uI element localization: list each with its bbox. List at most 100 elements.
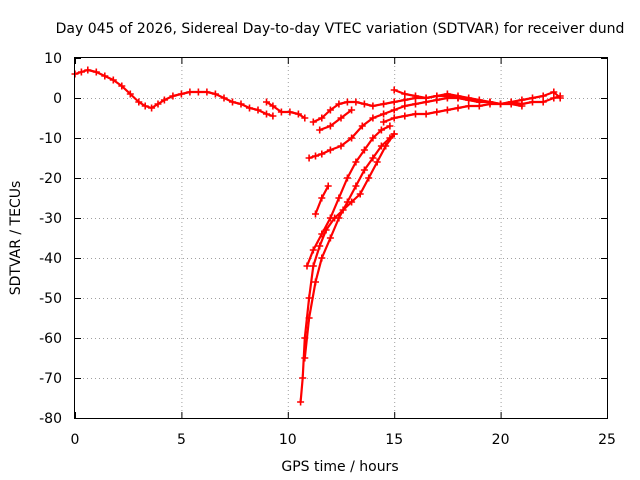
data-point: [160, 96, 168, 104]
data-point: [401, 102, 409, 110]
series: [380, 88, 564, 126]
y-tick-label: -30: [39, 211, 62, 227]
y-axis-label: SDTVAR / TECUs: [8, 181, 24, 296]
data-point: [237, 100, 245, 108]
data-point: [135, 98, 143, 106]
data-point: [380, 118, 388, 126]
data-point: [194, 88, 202, 96]
data-point: [326, 234, 334, 242]
series: [390, 86, 564, 108]
series: [263, 98, 309, 122]
x-tick-label: 20: [492, 432, 510, 448]
data-point: [169, 92, 177, 100]
data-point: [326, 106, 334, 114]
data-point: [309, 246, 317, 254]
data-point: [443, 90, 451, 98]
x-tick-label: 0: [71, 432, 80, 448]
data-point: [305, 294, 313, 302]
chart-title: Day 045 of 2026, Sidereal Day-to-day VTE…: [56, 21, 625, 37]
data-point: [301, 114, 309, 122]
data-point: [356, 190, 364, 198]
data-point: [497, 100, 505, 108]
data-point: [412, 110, 419, 118]
series: [71, 66, 277, 120]
x-tick-label: 15: [385, 432, 403, 448]
y-tick-label: -20: [39, 171, 62, 187]
data-point: [556, 92, 564, 100]
data-point: [318, 114, 326, 122]
data-point: [390, 114, 398, 122]
data-point: [390, 98, 398, 106]
series-trace: [318, 108, 353, 132]
data-point: [550, 94, 558, 102]
data-point: [352, 98, 360, 106]
data-point: [316, 126, 324, 134]
plot-data: [71, 66, 564, 406]
data-point: [529, 98, 536, 106]
data-point: [348, 106, 356, 114]
data-point: [539, 98, 547, 106]
data-point: [312, 152, 319, 160]
data-point: [109, 76, 117, 84]
data-point: [401, 112, 409, 120]
data-point: [141, 102, 149, 110]
data-point: [365, 174, 373, 182]
data-point: [246, 104, 253, 112]
data-point: [316, 242, 324, 250]
data-point: [203, 88, 211, 96]
data-point: [318, 194, 326, 202]
data-point: [377, 142, 385, 150]
data-point: [422, 94, 430, 102]
y-tick-label: 0: [53, 91, 62, 107]
data-point: [312, 278, 319, 286]
data-point: [309, 118, 317, 126]
data-point: [326, 122, 334, 130]
data-point: [380, 100, 388, 108]
x-tick-label: 25: [598, 432, 616, 448]
data-point: [390, 130, 398, 138]
data-point: [343, 98, 351, 106]
data-point: [211, 90, 219, 98]
data-point: [348, 134, 356, 142]
data-point: [318, 254, 326, 262]
data-point: [386, 122, 394, 130]
data-point: [220, 94, 228, 102]
plot-frame: [74, 57, 608, 419]
data-point: [254, 106, 262, 114]
data-point: [390, 86, 398, 94]
data-point: [386, 134, 394, 142]
data-point: [343, 174, 351, 182]
data-point: [294, 110, 302, 118]
data-point: [433, 108, 441, 116]
data-point: [539, 92, 547, 100]
data-point: [126, 90, 134, 98]
series: [301, 130, 398, 362]
data-point: [309, 262, 317, 270]
data-point: [369, 154, 377, 162]
data-point: [507, 98, 515, 106]
y-tick-label: -70: [39, 371, 62, 387]
data-point: [352, 158, 360, 166]
y-tick-label: -60: [39, 331, 62, 347]
data-point: [550, 88, 558, 96]
data-point: [475, 96, 483, 104]
data-point: [465, 102, 473, 110]
data-point: [312, 210, 319, 218]
data-point: [186, 88, 194, 96]
data-point: [343, 198, 351, 206]
data-point: [324, 182, 332, 190]
x-axis-label: GPS time / hours: [281, 459, 398, 475]
data-point: [177, 90, 185, 98]
series: [312, 182, 332, 218]
data-point: [301, 354, 309, 362]
data-point: [373, 158, 381, 166]
data-point: [465, 94, 473, 102]
data-point: [401, 90, 409, 98]
data-point: [148, 104, 156, 112]
series-trace: [299, 132, 396, 404]
data-point: [401, 96, 409, 104]
series: [303, 122, 394, 270]
data-point: [335, 100, 343, 108]
data-point: [92, 68, 100, 76]
